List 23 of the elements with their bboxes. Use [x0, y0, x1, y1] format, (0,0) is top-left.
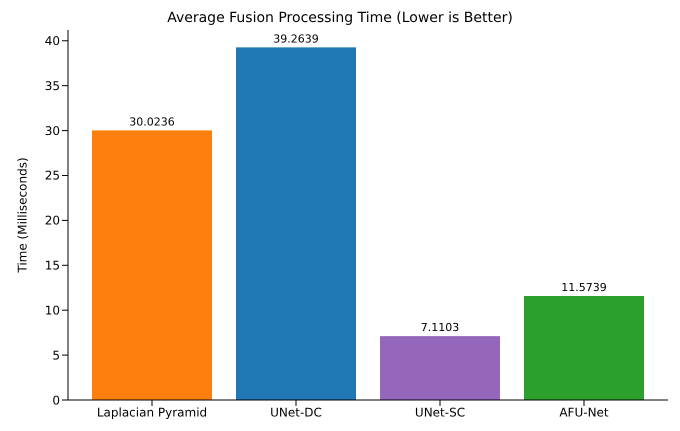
- y-tick-label: 40: [44, 34, 60, 48]
- x-tick-label: UNet-DC: [270, 406, 322, 420]
- y-tick-label: 20: [44, 214, 60, 228]
- data-label: 30.0236: [129, 115, 175, 128]
- y-tick-label: 30: [44, 124, 60, 138]
- x-tick-label: AFU-Net: [559, 406, 609, 420]
- data-label: 11.5739: [561, 281, 607, 294]
- bar: [92, 130, 212, 400]
- y-tick-label: 15: [44, 258, 60, 273]
- y-tick-label: 35: [44, 78, 60, 93]
- y-axis-title: Time (Milliseconds): [15, 157, 30, 274]
- bar: [380, 336, 500, 400]
- bar: [236, 47, 356, 400]
- y-tick-label: 0: [52, 393, 60, 408]
- y-tick-label: 10: [44, 303, 60, 318]
- x-tick-label: UNet-SC: [414, 406, 466, 420]
- chart-title: Average Fusion Processing Time (Lower is Better): [166, 9, 514, 28]
- x-tick-label: Laplacian Pyramid: [96, 406, 208, 420]
- data-label: 39.2639: [273, 32, 319, 46]
- bar: [524, 296, 644, 400]
- data-label: 7.1103: [420, 321, 460, 334]
- y-tick-label: 5: [52, 348, 60, 362]
- y-tick-label: 25: [44, 168, 60, 183]
